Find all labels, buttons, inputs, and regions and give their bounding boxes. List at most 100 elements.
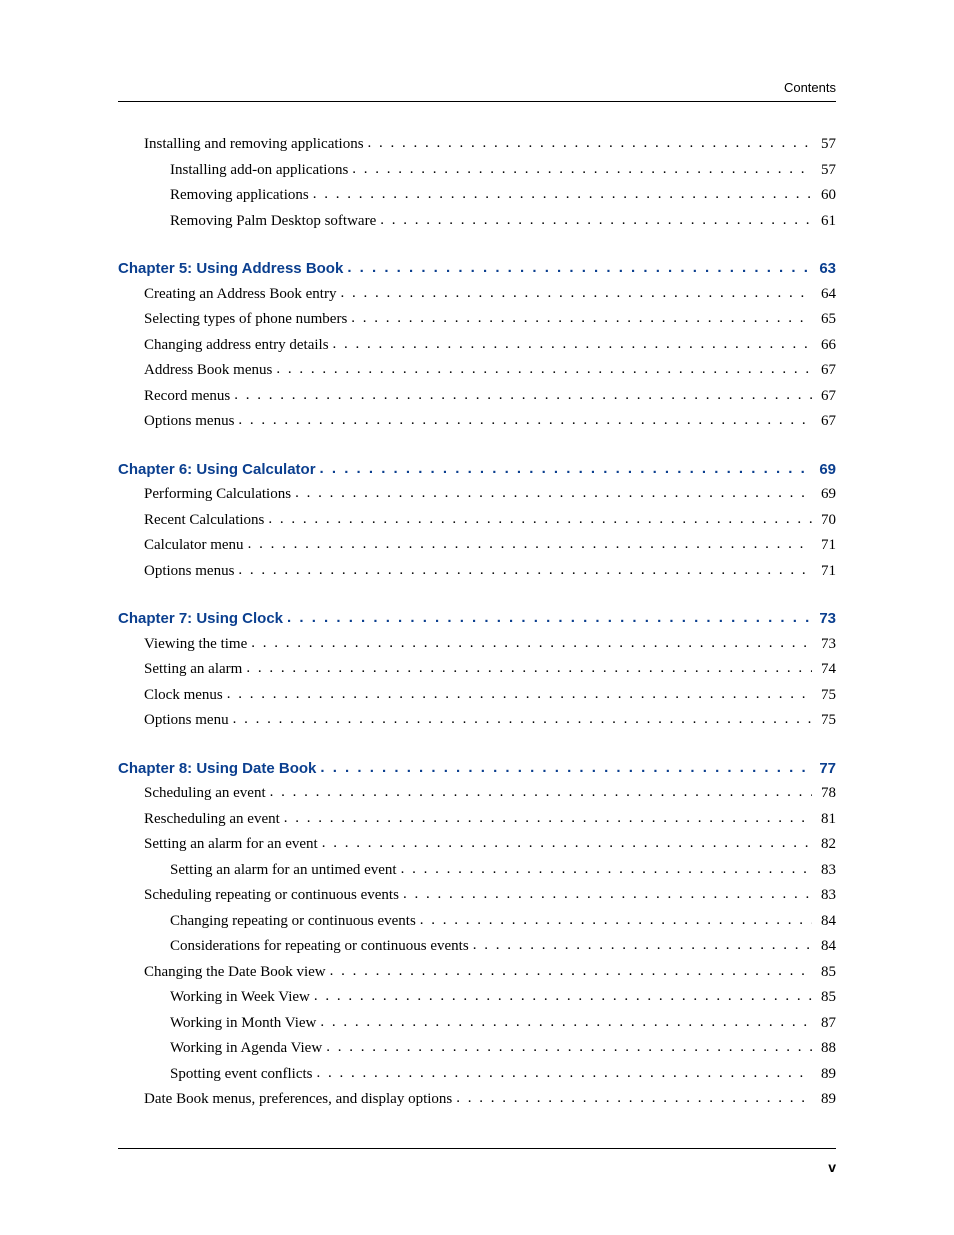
toc-entry-line[interactable]: Address Book menus67 (118, 358, 836, 384)
toc-entry-label: Recent Calculations (144, 508, 264, 534)
toc-entry-label: Scheduling repeating or continuous event… (144, 883, 399, 909)
toc-entry-line[interactable]: Options menu 75 (118, 708, 836, 734)
toc-entry-line[interactable]: Installing add-on applications57 (118, 158, 836, 184)
toc-entry-line[interactable]: Date Book menus, preferences, and displa… (118, 1087, 836, 1113)
toc-entry-line[interactable]: Viewing the time 73 (118, 632, 836, 658)
toc-leader-dots (316, 755, 812, 781)
toc-leader-dots (272, 357, 812, 383)
toc-entry-page: 88 (812, 1036, 836, 1062)
toc-entry-page: 75 (812, 708, 836, 734)
toc-entry-page: 85 (812, 960, 836, 986)
toc-leader-dots (242, 656, 812, 682)
toc-leader-dots (322, 1035, 812, 1061)
toc-entry-page: 78 (812, 781, 836, 807)
toc-chapter-line[interactable]: Chapter 8: Using Date Book 77 (118, 756, 836, 782)
toc-entry-line[interactable]: Selecting types of phone numbers65 (118, 307, 836, 333)
toc-entry-line[interactable]: Changing address entry details66 (118, 333, 836, 359)
toc-entry-label: Calculator menu (144, 533, 244, 559)
toc-entry-page: 61 (812, 209, 836, 235)
toc-entry-label: Working in Week View (170, 985, 310, 1011)
toc-entry-page: 75 (812, 683, 836, 709)
toc-entry-label: Installing add-on applications (170, 158, 348, 184)
toc-entry-label: Working in Agenda View (170, 1036, 322, 1062)
toc-entry-line[interactable]: Changing the Date Book view85 (118, 960, 836, 986)
toc-leader-dots (283, 605, 812, 631)
toc-entry-page: 89 (812, 1062, 836, 1088)
toc-chapter-line[interactable]: Chapter 5: Using Address Book63 (118, 256, 836, 282)
toc-leader-dots (310, 984, 812, 1010)
toc-entry-label: Setting an alarm (144, 657, 242, 683)
toc-entry-page: 65 (812, 307, 836, 333)
toc-leader-dots (416, 908, 812, 934)
toc-group: Installing and removing applications57In… (118, 132, 836, 234)
toc-leader-dots (309, 182, 812, 208)
toc-entry-line[interactable]: Clock menus 75 (118, 683, 836, 709)
toc-leader-dots (318, 831, 812, 857)
toc-entry-line[interactable]: Options menus71 (118, 559, 836, 585)
toc-leader-dots (397, 857, 812, 883)
toc-entry-line[interactable]: Calculator menu71 (118, 533, 836, 559)
toc-entry-line[interactable]: Rescheduling an event81 (118, 807, 836, 833)
toc-entry-label: Options menu (144, 708, 229, 734)
toc-leader-dots (452, 1086, 812, 1112)
toc-entry-line[interactable]: Creating an Address Book entry64 (118, 282, 836, 308)
toc-entry-line[interactable]: Working in Week View85 (118, 985, 836, 1011)
toc-leader-dots (234, 558, 812, 584)
toc-entry-page: 67 (812, 409, 836, 435)
toc-entry-label: Setting an alarm for an untimed event (170, 858, 397, 884)
toc-entry-line[interactable]: Performing Calculations69 (118, 482, 836, 508)
toc-entry-line[interactable]: Removing Palm Desktop software 61 (118, 209, 836, 235)
toc-chapter-page: 77 (812, 756, 836, 782)
toc-entry-label: Spotting event conflicts (170, 1062, 312, 1088)
toc-leader-dots (399, 882, 812, 908)
toc-leader-dots (234, 408, 812, 434)
toc-leader-dots (223, 682, 812, 708)
toc-entry-label: Setting an alarm for an event (144, 832, 318, 858)
toc-entry-label: Removing applications (170, 183, 309, 209)
toc-chapter-page: 63 (812, 256, 836, 282)
toc-entry-line[interactable]: Working in Agenda View 88 (118, 1036, 836, 1062)
toc-entry-line[interactable]: Installing and removing applications57 (118, 132, 836, 158)
toc-entry-line[interactable]: Recent Calculations 70 (118, 508, 836, 534)
toc-entry-line[interactable]: Setting an alarm for an event82 (118, 832, 836, 858)
toc-entry-page: 84 (812, 934, 836, 960)
toc-entry-page: 74 (812, 657, 836, 683)
toc-entry-label: Changing address entry details (144, 333, 329, 359)
page-number: v (828, 1159, 836, 1175)
toc-leader-dots (348, 157, 812, 183)
toc-entry-line[interactable]: Scheduling repeating or continuous event… (118, 883, 836, 909)
toc-entry-page: 81 (812, 807, 836, 833)
toc-leader-dots (280, 806, 812, 832)
toc-entry-line[interactable]: Working in Month View87 (118, 1011, 836, 1037)
toc-entry-line[interactable]: Changing repeating or continuous events8… (118, 909, 836, 935)
toc-entry-page: 83 (812, 883, 836, 909)
toc-entry-page: 67 (812, 358, 836, 384)
toc-entry-line[interactable]: Record menus67 (118, 384, 836, 410)
toc-leader-dots (326, 959, 812, 985)
toc-entry-line[interactable]: Options menus67 (118, 409, 836, 435)
toc-chapter-line[interactable]: Chapter 7: Using Clock73 (118, 606, 836, 632)
toc-entry-label: Scheduling an event (144, 781, 266, 807)
toc-leader-dots (230, 383, 812, 409)
toc-entry-line[interactable]: Considerations for repeating or continuo… (118, 934, 836, 960)
page-footer: v (118, 1148, 836, 1175)
toc-entry-label: Viewing the time (144, 632, 247, 658)
toc-entry-line[interactable]: Removing applications60 (118, 183, 836, 209)
toc-entry-line[interactable]: Setting an alarm for an untimed event83 (118, 858, 836, 884)
toc-entry-page: 73 (812, 632, 836, 658)
toc-entry-label: Removing Palm Desktop software (170, 209, 376, 235)
toc-entry-page: 70 (812, 508, 836, 534)
toc-entry-line[interactable]: Scheduling an event 78 (118, 781, 836, 807)
toc-chapter-label: Chapter 8: Using Date Book (118, 756, 316, 782)
toc-entry-page: 67 (812, 384, 836, 410)
toc-entry-label: Working in Month View (170, 1011, 316, 1037)
toc-entry-page: 89 (812, 1087, 836, 1113)
toc-entry-page: 57 (812, 132, 836, 158)
toc-entry-label: Clock menus (144, 683, 223, 709)
toc-chapter-line[interactable]: Chapter 6: Using Calculator69 (118, 457, 836, 483)
toc-chapter-label: Chapter 6: Using Calculator (118, 457, 316, 483)
toc-leader-dots (336, 281, 812, 307)
toc-entry-line[interactable]: Spotting event conflicts 89 (118, 1062, 836, 1088)
toc-leader-dots (266, 780, 812, 806)
toc-entry-line[interactable]: Setting an alarm 74 (118, 657, 836, 683)
